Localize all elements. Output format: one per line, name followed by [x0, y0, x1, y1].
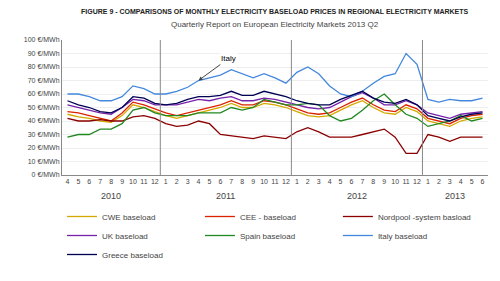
svg-text:7: 7: [229, 178, 233, 185]
svg-text:12: 12: [282, 178, 290, 185]
svg-text:3: 3: [186, 178, 190, 185]
svg-text:Italy baseload: Italy baseload: [378, 232, 427, 241]
svg-text:0 €/MWh: 0 €/MWh: [32, 171, 60, 178]
svg-text:8: 8: [240, 178, 244, 185]
svg-text:4: 4: [459, 178, 463, 185]
svg-text:12: 12: [413, 178, 421, 185]
svg-text:1: 1: [426, 178, 430, 185]
svg-text:7: 7: [98, 178, 102, 185]
svg-text:FIGURE 9 - COMPARISONS OF MONT: FIGURE 9 - COMPARISONS OF MONTHLY ELECTR…: [81, 8, 469, 15]
svg-text:Quarterly Report on European E: Quarterly Report on European Electricity…: [171, 20, 379, 29]
svg-text:4: 4: [328, 178, 332, 185]
svg-text:6: 6: [350, 178, 354, 185]
svg-text:2011: 2011: [216, 191, 235, 201]
svg-text:12: 12: [151, 178, 159, 185]
svg-text:8: 8: [371, 178, 375, 185]
svg-text:10: 10: [391, 178, 399, 185]
svg-text:11: 11: [402, 178, 409, 185]
svg-text:30 €/MWh: 30 €/MWh: [28, 131, 60, 138]
svg-text:Italy: Italy: [221, 54, 236, 63]
svg-text:60 €/MWh: 60 €/MWh: [28, 90, 60, 97]
svg-text:6: 6: [218, 178, 222, 185]
svg-text:9: 9: [251, 178, 255, 185]
svg-text:70 €/MWh: 70 €/MWh: [28, 77, 60, 84]
svg-text:50 €/MWh: 50 €/MWh: [28, 104, 60, 111]
svg-text:8: 8: [109, 178, 113, 185]
svg-text:10 €/MWh: 10 €/MWh: [28, 158, 60, 165]
svg-text:5: 5: [470, 178, 474, 185]
svg-text:2010: 2010: [101, 191, 121, 201]
svg-text:6: 6: [87, 178, 91, 185]
svg-text:1: 1: [295, 178, 299, 185]
svg-text:11: 11: [140, 178, 147, 185]
svg-text:100 €/MWh: 100 €/MWh: [24, 36, 60, 43]
svg-text:CWE baseload: CWE baseload: [102, 213, 155, 222]
svg-text:Spain baseload: Spain baseload: [240, 232, 295, 241]
svg-text:2: 2: [437, 178, 441, 185]
svg-text:2013: 2013: [445, 191, 465, 201]
svg-text:9: 9: [120, 178, 124, 185]
svg-text:UK baseload: UK baseload: [102, 232, 148, 241]
svg-text:11: 11: [271, 178, 278, 185]
svg-text:2012: 2012: [347, 191, 367, 201]
svg-text:9: 9: [382, 178, 386, 185]
svg-text:1: 1: [164, 178, 168, 185]
svg-text:4: 4: [66, 178, 70, 185]
svg-text:90 €/MWh: 90 €/MWh: [28, 50, 60, 57]
svg-text:40 €/MWh: 40 €/MWh: [28, 117, 60, 124]
svg-text:Nordpool -system basload: Nordpool -system basload: [378, 213, 471, 222]
svg-text:3: 3: [317, 178, 321, 185]
svg-text:4: 4: [197, 178, 201, 185]
svg-text:6: 6: [481, 178, 485, 185]
svg-text:10: 10: [129, 178, 137, 185]
svg-text:2: 2: [175, 178, 179, 185]
svg-text:CEE - baseload: CEE - baseload: [240, 213, 296, 222]
svg-text:5: 5: [208, 178, 212, 185]
svg-text:80 €/MWh: 80 €/MWh: [28, 63, 60, 70]
svg-text:2: 2: [306, 178, 310, 185]
svg-text:7: 7: [360, 178, 364, 185]
svg-text:10: 10: [260, 178, 268, 185]
svg-text:Greece baseload: Greece baseload: [102, 251, 163, 260]
svg-text:20 €/MWh: 20 €/MWh: [28, 144, 60, 151]
svg-text:3: 3: [448, 178, 452, 185]
svg-text:5: 5: [339, 178, 343, 185]
svg-text:5: 5: [76, 178, 80, 185]
